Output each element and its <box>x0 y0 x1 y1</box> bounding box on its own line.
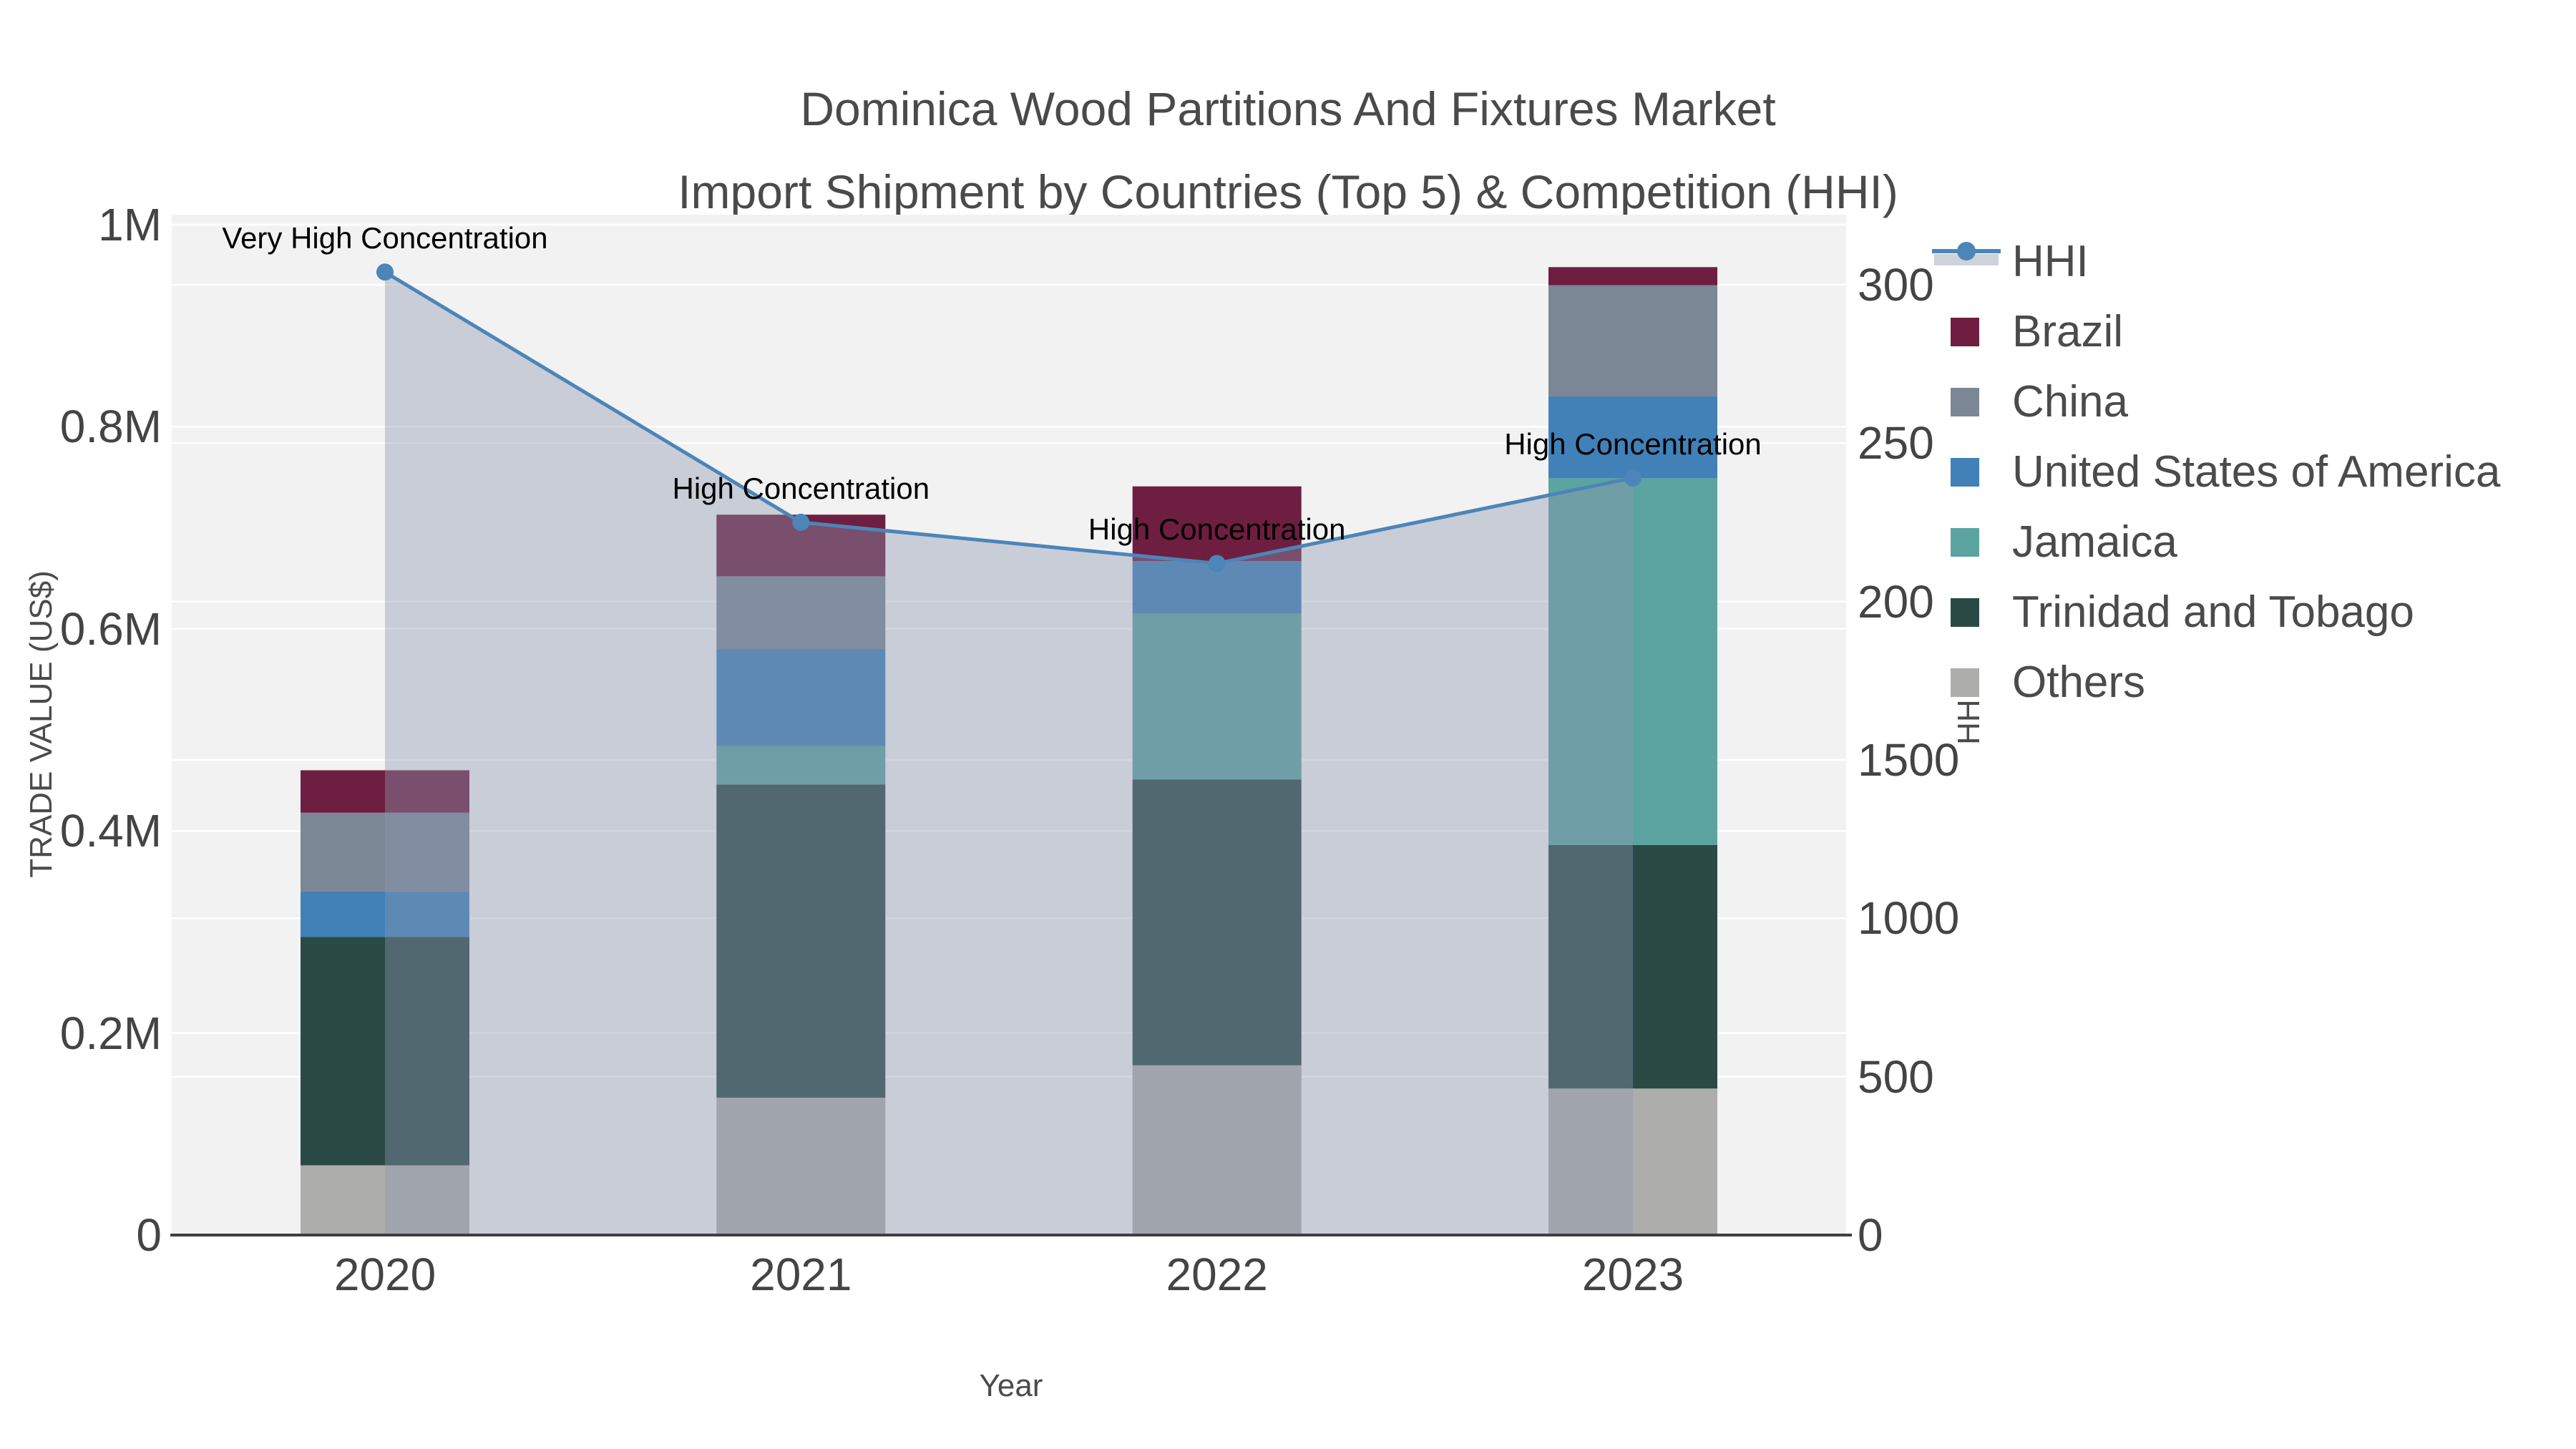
y-left-axis-title: TRADE VALUE (US$) <box>24 570 59 878</box>
annotation-2022: High Concentration <box>1088 512 1346 547</box>
bar-segment-2023-united-states-of-america[interactable] <box>1548 396 1717 479</box>
legend-color-swatch <box>1932 648 2001 718</box>
y-left-tick-label: 1M <box>98 199 162 250</box>
legend-label: China <box>2012 377 2128 426</box>
legend-color-swatch <box>1932 437 2001 507</box>
hhi-marker-2021[interactable] <box>792 513 810 531</box>
bar-segment-2023-jamaica[interactable] <box>1548 478 1717 845</box>
legend-color-swatch-others <box>1951 668 1979 697</box>
legend-color-swatch <box>1932 297 2001 367</box>
legend-color-swatch-united-states-of-america <box>1951 458 1979 487</box>
bar-segment-2023-others[interactable] <box>1548 1088 1717 1235</box>
legend-item-brazil[interactable]: Brazil <box>1932 297 2123 367</box>
y-left-tick-label: 0.2M <box>59 1007 162 1059</box>
legend-label: HHI <box>2012 237 2089 286</box>
legend-item-trinidad-and-tobago[interactable]: Trinidad and Tobago <box>1932 577 2414 648</box>
bar-segment-2023-china[interactable] <box>1548 285 1717 397</box>
bar-segment-2021-jamaica[interactable] <box>716 746 886 785</box>
legend-color-swatch <box>1932 577 2001 648</box>
bar-segment-2020-others[interactable] <box>301 1165 469 1235</box>
legend-label: Others <box>2012 658 2146 707</box>
y-right-tick-label: 200 <box>1858 575 1934 628</box>
legend-color-swatch <box>1932 507 2001 577</box>
bar-segment-2022-brazil[interactable] <box>1132 486 1302 562</box>
chart-title-line2: Import Shipment by Countries (Top 5) & C… <box>678 165 1898 218</box>
x-tick-label-2023: 2023 <box>1581 1249 1684 1300</box>
y-right-tick-label: 1000 <box>1858 892 1960 945</box>
chart-title-line1: Dominica Wood Partitions And Fixtures Ma… <box>800 82 1776 135</box>
hhi-line <box>384 270 1634 566</box>
legend-label: Trinidad and Tobago <box>2012 587 2414 637</box>
hhi-line-swatch-icon <box>1932 227 2001 297</box>
bar-segment-2023-trinidad-and-tobago[interactable] <box>1548 844 1717 1089</box>
legend-label: Jamaica <box>2012 517 2177 567</box>
y-right-tick-label: 0 <box>1858 1209 1883 1261</box>
bar-segment-2020-brazil[interactable] <box>301 770 469 813</box>
bar-segment-2022-trinidad-and-tobago[interactable] <box>1132 779 1302 1065</box>
hhi-area-fill <box>385 272 1633 1235</box>
legend-label: Brazil <box>2012 307 2124 356</box>
legend-color-swatch <box>1932 367 2001 437</box>
y-right-tick-label: 1500 <box>1858 733 1960 786</box>
legend-item-united-states-of-america[interactable]: United States of America <box>1932 437 2500 507</box>
bar-segment-2021-trinidad-and-tobago[interactable] <box>716 784 886 1098</box>
bar-segment-2020-trinidad-and-tobago[interactable] <box>301 937 469 1166</box>
y-left-tick-label: 0 <box>136 1209 162 1261</box>
hhi-marker-2023[interactable] <box>1624 469 1641 487</box>
legend-item-hhi[interactable]: HHI <box>1932 227 2089 297</box>
hhi-marker-2022[interactable] <box>1208 555 1226 572</box>
legend-color-swatch-brazil <box>1951 318 1979 346</box>
legend-item-others[interactable]: Others <box>1932 648 2145 718</box>
hhi-marker-2020[interactable] <box>376 263 394 281</box>
annotation-2023: High Concentration <box>1504 426 1762 461</box>
bar-segment-2022-others[interactable] <box>1132 1065 1302 1235</box>
bar-segment-2020-united-states-of-america[interactable] <box>301 891 469 937</box>
legend-color-swatch-china <box>1951 388 1979 416</box>
legend-color-swatch-jamaica <box>1951 528 1979 557</box>
bar-segment-2021-united-states-of-america[interactable] <box>716 649 886 746</box>
y-right-tick-label: 250 <box>1858 417 1934 469</box>
bar-segment-2021-others[interactable] <box>716 1097 886 1235</box>
bar-segment-2020-china[interactable] <box>301 812 469 892</box>
y-left-tick-label: 0.4M <box>59 805 162 857</box>
legend-label: United States of America <box>2012 447 2501 497</box>
legend-item-china[interactable]: China <box>1932 367 2128 437</box>
legend-item-jamaica[interactable]: Jamaica <box>1932 507 2177 577</box>
x-tick-label-2021: 2021 <box>750 1249 852 1300</box>
x-tick-label-2020: 2020 <box>333 1249 436 1300</box>
hhi-line-swatch-icon <box>1932 242 2001 265</box>
y-right-tick-label: 300 <box>1858 258 1934 311</box>
y-right-tick-label: 500 <box>1858 1050 1934 1103</box>
annotation-2020: Very High Concentration <box>222 221 548 255</box>
bar-segment-2021-china[interactable] <box>716 576 886 650</box>
y-left-tick-label: 0.8M <box>59 401 162 453</box>
annotation-2021: High Concentration <box>672 471 930 505</box>
legend-color-swatch-trinidad-and-tobago <box>1951 598 1979 627</box>
x-tick-label-2022: 2022 <box>1166 1249 1268 1300</box>
y-left-tick-label: 0.6M <box>59 602 162 655</box>
x-axis-title: Year <box>979 1368 1043 1403</box>
bar-segment-2023-brazil[interactable] <box>1548 267 1717 286</box>
bar-segment-2022-jamaica[interactable] <box>1132 613 1302 780</box>
